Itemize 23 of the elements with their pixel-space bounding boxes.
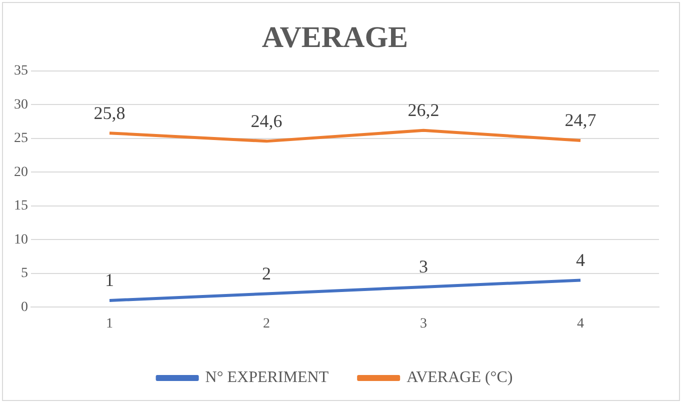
legend-label: N° EXPERIMENT	[205, 369, 329, 386]
chart-title: AVERAGE	[262, 20, 408, 54]
data-label: 26,2	[408, 100, 440, 120]
data-label: 3	[419, 256, 428, 277]
x-tick-label: 2	[263, 316, 270, 332]
y-tick-label: 35	[14, 64, 28, 79]
data-label: 1	[105, 270, 114, 290]
x-tick-label: 3	[420, 316, 427, 332]
y-tick-label: 0	[21, 300, 28, 315]
data-label: 24,6	[250, 110, 282, 131]
y-tick-label: 15	[14, 198, 28, 214]
y-tick-label: 25	[14, 131, 28, 146]
legend-label: AVERAGE (°C)	[406, 369, 513, 386]
y-tick-label: 5	[21, 266, 28, 282]
x-tick-label: 1	[106, 316, 113, 332]
y-tick-label: 10	[14, 232, 28, 248]
x-tick-label: 4	[577, 316, 584, 332]
data-label: 24,7	[564, 110, 596, 130]
data-label: 4	[576, 250, 585, 270]
data-label: 25,8	[94, 102, 126, 123]
data-label: 2	[262, 263, 271, 284]
y-tick-label: 30	[14, 97, 28, 112]
y-tick-label: 20	[14, 164, 28, 180]
